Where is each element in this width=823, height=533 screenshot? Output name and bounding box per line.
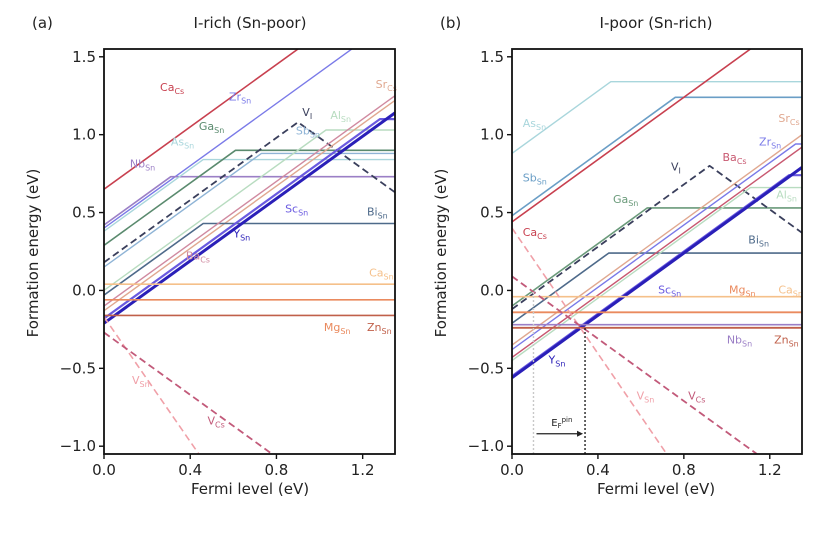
series-label-v-cs: VCs [207, 414, 224, 429]
y-tick-label: 1.5 [480, 48, 504, 66]
y-tick-label: −1.0 [468, 437, 504, 455]
y-tick-label: 1.5 [72, 48, 96, 66]
series-line-ca-cs [104, 49, 300, 190]
series-label-y-sn: YSn [232, 227, 250, 242]
series-line-zr-sn [104, 49, 354, 229]
plot-area [104, 49, 395, 454]
chart-title: I-rich (Sn-poor) [194, 14, 307, 32]
x-tick-label: 0.4 [586, 461, 610, 479]
series-line-y-sn [104, 111, 395, 325]
plot-frame [511, 48, 803, 455]
x-tick-label: 0.0 [500, 461, 524, 479]
series-line-v-sn [104, 316, 200, 454]
series-label-al-sn: AlSn [776, 189, 797, 204]
series-label-zn-sn: ZnSn [774, 333, 799, 348]
panel-tag: (a) [32, 14, 53, 32]
chart-title: I-poor (Sn-rich) [600, 14, 713, 32]
series-line-sb-sn [512, 96, 802, 217]
series-line-ba-cs [104, 95, 395, 307]
series-line-v-i [512, 164, 802, 310]
series-line-al-sn [512, 186, 802, 362]
series-label-ga-sn: GaSn [199, 120, 224, 135]
series-label-bi-sn: BiSn [367, 206, 388, 221]
series-line-sc-sn [104, 117, 395, 320]
x-axis-label: Fermi level (eV) [191, 480, 309, 498]
series-line-as-sn [512, 80, 802, 154]
x-tick-label: 0.4 [178, 461, 202, 479]
y-tick-label: −0.5 [60, 359, 96, 377]
x-tick-label: 0.8 [265, 461, 289, 479]
series-label-nb-sn: NbSn [130, 157, 155, 172]
series-label-al-sn: AlSn [330, 109, 351, 124]
series-line-ba-cs [512, 146, 802, 358]
series-label-ga-sn: GaSn [613, 193, 638, 208]
series-label-sr-cs: SrCs [376, 78, 397, 93]
series-label-ca-sn: CaSn [778, 284, 803, 299]
y-tick-label: 0.0 [480, 281, 504, 299]
x-axis-label: Fermi level (eV) [597, 480, 715, 498]
series-label-zr-sn: ZrSn [759, 136, 781, 151]
series-label-as-sn: AsSn [171, 136, 194, 151]
series-label-mg-sn: MgSn [729, 284, 756, 299]
series-label-zr-sn: ZrSn [229, 90, 251, 105]
panel-tag: (b) [440, 14, 461, 32]
series-label-ca-sn: CaSn [369, 266, 394, 281]
y-tick-label: 0.5 [72, 204, 96, 222]
series-label-ba-cs: BaCs [723, 151, 747, 166]
y-tick-label: −0.5 [468, 359, 504, 377]
series-line-y-sn [512, 166, 802, 379]
series-label-mg-sn: MgSn [324, 321, 351, 336]
series-label-nb-sn: NbSn [727, 333, 752, 348]
series-line-zr-sn [512, 143, 802, 351]
series-line-sb-sn [104, 152, 395, 268]
series-line-bi-sn [104, 222, 395, 296]
series-line-v-cs [512, 275, 758, 454]
ef-pin-label: EFpin [551, 416, 572, 430]
series-line-sr-cs [512, 134, 802, 346]
series-label-ca-cs: CaCs [160, 81, 184, 96]
panel-a: (a) I-rich (Sn-poor) Fermi level (eV) Fo… [24, 14, 397, 498]
y-tick-label: −1.0 [60, 437, 96, 455]
y-axis-label: Formation energy (eV) [24, 169, 42, 338]
y-axis-label: Formation energy (eV) [432, 169, 450, 338]
series-line-v-i [104, 121, 395, 264]
plot-area: EFpin [512, 49, 802, 454]
y-tick-label: 0.0 [72, 281, 96, 299]
y-tick-label: 1.0 [72, 126, 96, 144]
y-tick-label: 1.0 [480, 126, 504, 144]
series-label-sc-sn: ScSn [658, 284, 681, 299]
series-label-ba-cs: BaCs [186, 249, 210, 264]
series-label-v-i: VI [671, 161, 681, 176]
plot-frame [103, 48, 396, 455]
panel-b: (b) I-poor (Sn-rich) Fermi level (eV) Fo… [432, 14, 803, 498]
series-label-v-sn: VSn [637, 389, 655, 404]
series-label-sr-cs: SrCs [778, 112, 799, 127]
series-label-sb-sn: SbSn [523, 171, 547, 186]
x-tick-label: 0.0 [92, 461, 116, 479]
series-line-v-cs [104, 331, 273, 454]
series-label-v-cs: VCs [688, 389, 705, 404]
y-tick-label: 0.5 [480, 204, 504, 222]
series-label-v-i: VI [302, 106, 312, 121]
series-label-zn-sn: ZnSn [367, 321, 392, 336]
series-label-y-sn: YSn [548, 354, 566, 369]
series-label-ca-cs: CaCs [523, 226, 547, 241]
series-line-v-sn [512, 227, 668, 454]
series-label-sc-sn: ScSn [285, 203, 308, 218]
x-tick-label: 0.8 [672, 461, 696, 479]
series-line-ca-cs [512, 49, 752, 223]
x-tick-label: 1.2 [758, 461, 782, 479]
series-label-bi-sn: BiSn [748, 234, 769, 249]
ef-pin-arrowhead [577, 430, 584, 437]
series-line-nb-sn [104, 175, 395, 226]
series-label-v-sn: VSn [132, 374, 150, 389]
series-label-as-sn: AsSn [523, 117, 546, 132]
series-line-ga-sn [512, 207, 802, 307]
x-tick-label: 1.2 [351, 461, 375, 479]
series-line-sr-cs [104, 99, 395, 312]
series-label-sb-sn: SbSn [296, 125, 320, 140]
